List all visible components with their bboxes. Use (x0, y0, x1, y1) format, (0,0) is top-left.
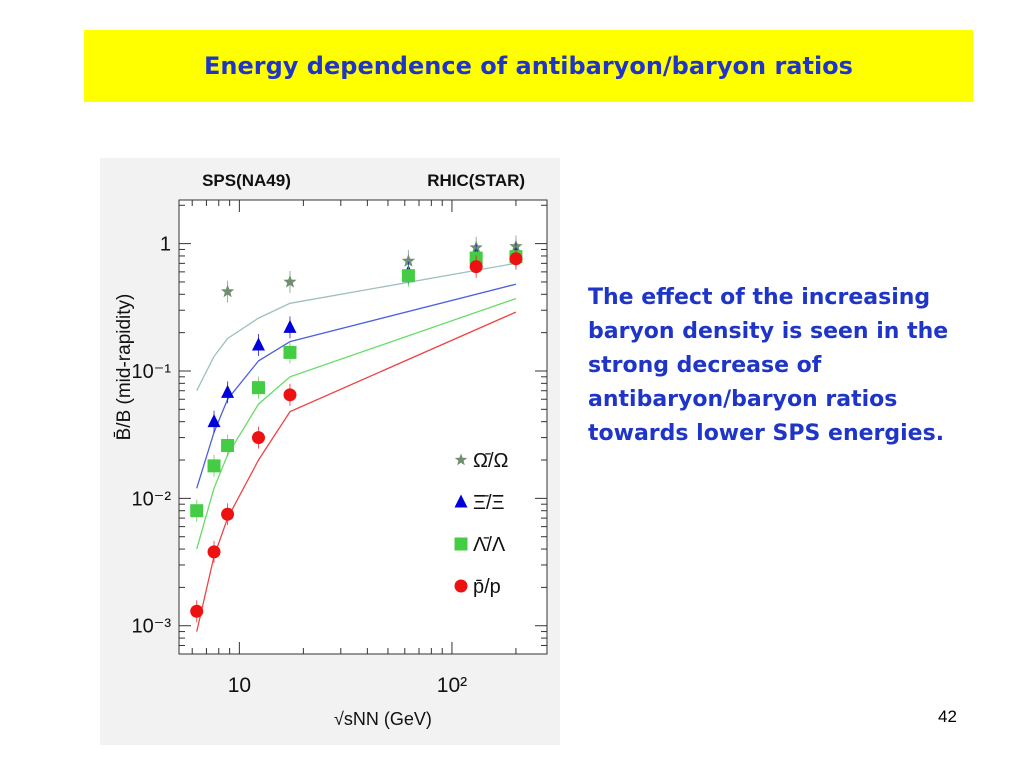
data-point-triangle (251, 337, 265, 351)
plot-frame (178, 199, 548, 655)
data-point-triangle (221, 384, 235, 398)
data-point-square (221, 439, 235, 453)
data-point-circle (190, 604, 204, 618)
legend-marker-star (454, 453, 468, 466)
page-number: 42 (938, 707, 957, 726)
data-point-circle (283, 388, 297, 402)
data-point-circle (469, 260, 483, 274)
data-point-square (283, 345, 297, 359)
data-point-circle (509, 252, 523, 266)
y-axis-label: B̄/B (mid-rapidity) (114, 294, 135, 441)
data-point-square (251, 381, 265, 395)
y-tick-label: 1 (160, 234, 171, 256)
x-tick-label: 10 (228, 674, 251, 697)
slide-title: Energy dependence of antibaryon/baryon r… (204, 52, 853, 80)
title-bar: Energy dependence of antibaryon/baryon r… (84, 30, 973, 102)
chart-panel: 1 10⁻¹ 10⁻² 10⁻³ 10 10² √sNN (GeV) B̄/B (mid-ra… (100, 158, 560, 745)
legend-label: p̄/p (473, 576, 501, 598)
curve-2 (196, 297, 517, 550)
legend-marker-triangle (454, 494, 468, 508)
data-point-square (207, 459, 221, 473)
data-point-star (283, 275, 297, 288)
curve-3 (196, 311, 517, 632)
legend-label: Λ̄/Λ (473, 534, 506, 556)
data-point-star (220, 284, 235, 298)
y-tick-label: 10⁻³ (132, 616, 172, 638)
top-label-sps: SPS(NA49) (202, 171, 291, 190)
data-point-triangle (283, 319, 297, 333)
curve-1 (196, 283, 517, 489)
legend-marker-square (454, 537, 468, 551)
data-point-circle (207, 545, 221, 559)
data-point-square (190, 504, 204, 518)
data-point-square (401, 269, 415, 283)
slide-description: The effect of the increasing baryon dens… (588, 285, 949, 446)
y-tick-label: 10⁻² (132, 488, 172, 510)
data-point-circle (251, 431, 265, 445)
data-point-star (401, 254, 416, 267)
curve-0 (196, 262, 517, 391)
legend-marker-circle (454, 579, 468, 593)
x-tick-label: 10² (437, 674, 467, 697)
legend-label: Ξ̄/Ξ (473, 492, 505, 514)
antibaryon-ratio-chart: 1 10⁻¹ 10⁻² 10⁻³ 10 10²√sNN (GeV) B̄/B (mid-ra… (114, 171, 548, 729)
y-tick-label: 10⁻¹ (132, 361, 172, 383)
top-label-rhic: RHIC(STAR) (427, 171, 525, 190)
x-axis-label: √sNN (GeV) (334, 709, 432, 729)
legend-label: Ω̄/Ω (473, 450, 509, 472)
data-point-circle (221, 507, 235, 521)
data-point-triangle (207, 414, 221, 428)
